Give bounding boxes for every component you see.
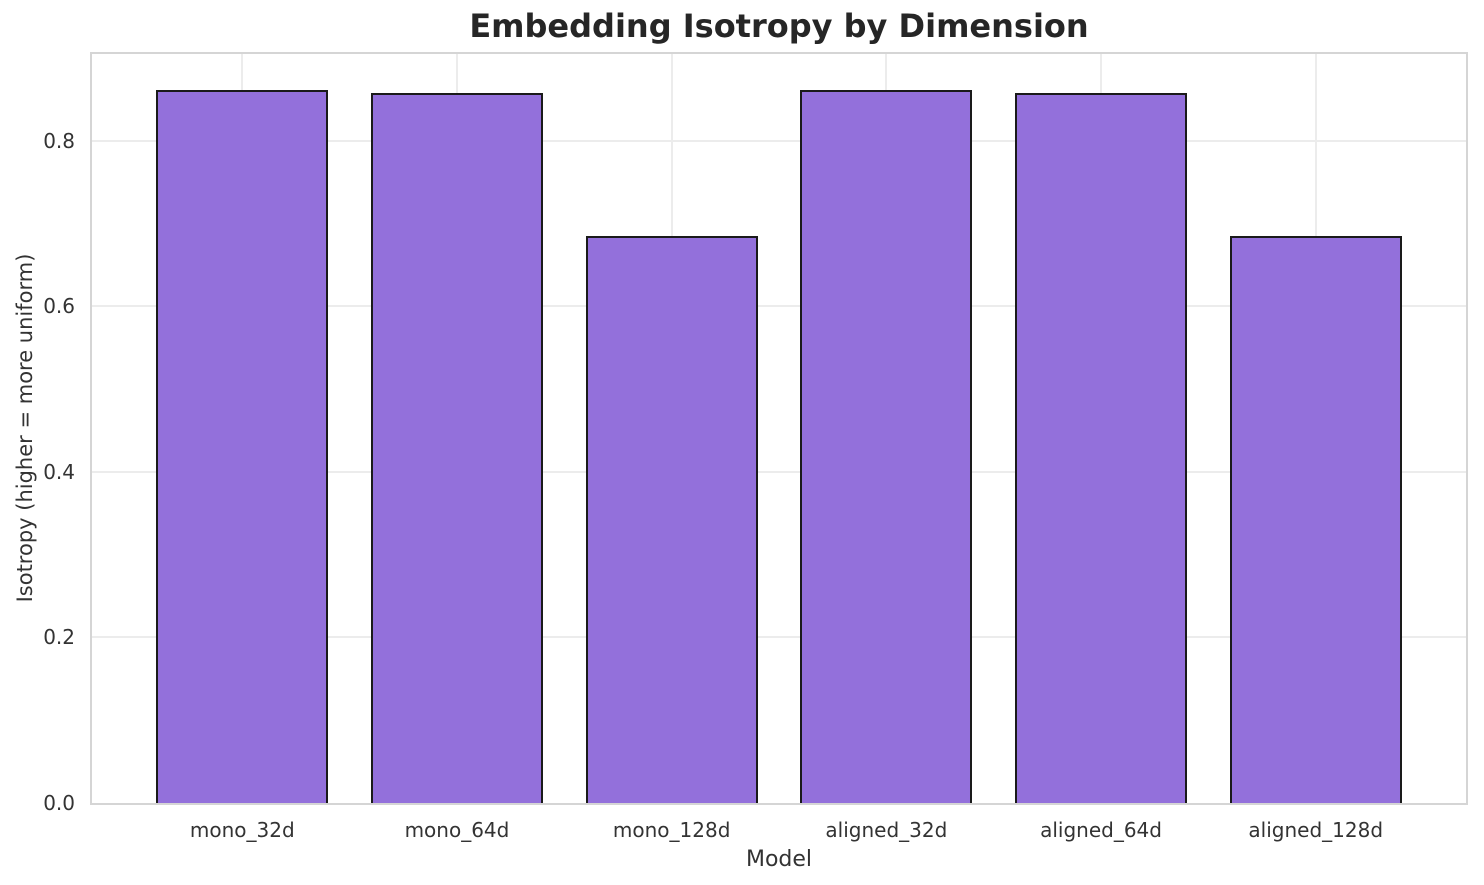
x-tick-label: mono_128d [612,818,731,842]
y-tick-label: 0.8 [43,128,75,153]
x-tick-label: mono_32d [189,818,295,842]
bar [585,236,758,803]
x-tick-label: aligned_128d [1248,818,1384,842]
plot-area [90,52,1468,805]
x-tick-label: aligned_64d [1040,818,1162,842]
bar [1015,92,1187,803]
chart-title: Embedding Isotropy by Dimension [469,7,1089,45]
h-gridline [92,636,1466,639]
h-gridline [92,139,1466,142]
y-tick-label: 0.2 [43,625,75,650]
x-tick-label: mono_64d [404,818,510,842]
x-tick-label: aligned_32d [825,818,948,842]
h-gridline [92,470,1466,473]
y-tick-label: 0.6 [43,294,75,319]
y-tick-label: 0.0 [43,791,75,815]
bar [156,89,329,803]
y-tick-label: 0.4 [43,459,75,484]
bar [371,92,543,803]
bar [1229,236,1402,803]
x-axis-label: Model [745,847,813,872]
h-gridline [92,305,1466,308]
bar [800,89,973,803]
